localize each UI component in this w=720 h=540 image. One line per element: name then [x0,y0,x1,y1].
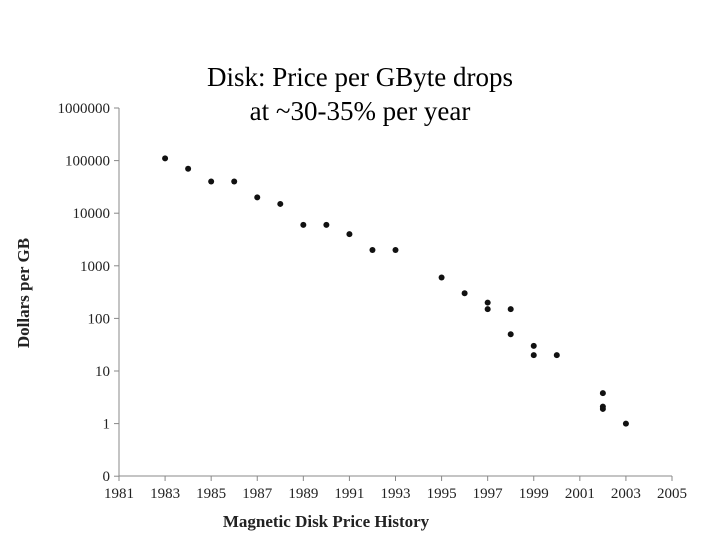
x-tick-label: 1985 [196,486,226,502]
y-tick-label: 0 [103,469,111,485]
x-axis-title: Magnetic Disk Price History [223,512,430,531]
x-tick-label: 1997 [473,486,504,502]
data-point [599,405,606,412]
x-tick-label: 2001 [565,486,595,502]
data-point [599,390,606,397]
data-point [346,231,353,238]
x-tick-label: 1981 [104,486,134,502]
data-point [507,306,514,313]
data-point [300,221,307,228]
data-point [461,290,468,297]
slide-title: Disk: Price per GByte drops at ~30-35% p… [120,60,600,128]
slide-title-line-1: Disk: Price per GByte drops [207,62,513,92]
x-tick-label: 1995 [427,486,457,502]
data-point [277,200,284,207]
x-tick-label: 1987 [242,486,273,502]
y-tick-label: 10 [95,364,110,380]
data-points [162,155,629,427]
data-point [553,352,560,359]
data-point [622,420,629,427]
data-point [507,331,514,338]
chart-axes [118,108,672,477]
x-tick-label: 1983 [150,486,180,502]
data-point [369,246,376,253]
x-tick-label: 1991 [334,486,364,502]
data-point [530,352,537,359]
y-axis-title: Dollars per GB [14,238,33,348]
x-tick-label: 1993 [381,486,411,502]
x-tick-label: 2003 [611,486,641,502]
data-point [438,274,445,281]
data-point [484,306,491,313]
data-point [392,246,399,253]
y-tick-label: 100000 [65,154,110,170]
y-tick-label: 1 [103,417,111,433]
data-point [484,299,491,306]
x-axis-ticks: 1981 1983 1985 1987 1989 1991 1993 1995 1997 1999… [104,476,687,502]
x-tick-label: 1999 [519,486,549,502]
data-point [185,165,192,172]
data-point [530,342,537,349]
y-tick-label: 10000 [73,206,111,222]
data-point [162,155,169,162]
data-point [254,194,261,201]
slide-title-line-2: at ~30-35% per year [249,96,471,126]
y-tick-label: 100 [88,311,111,327]
data-point [323,221,330,228]
y-tick-label: 1000000 [58,101,111,117]
data-point [231,178,238,185]
x-tick-label: 1989 [288,486,318,502]
data-point [208,178,215,185]
x-tick-label: 2005 [657,486,687,502]
y-tick-label: 1000 [80,259,110,275]
